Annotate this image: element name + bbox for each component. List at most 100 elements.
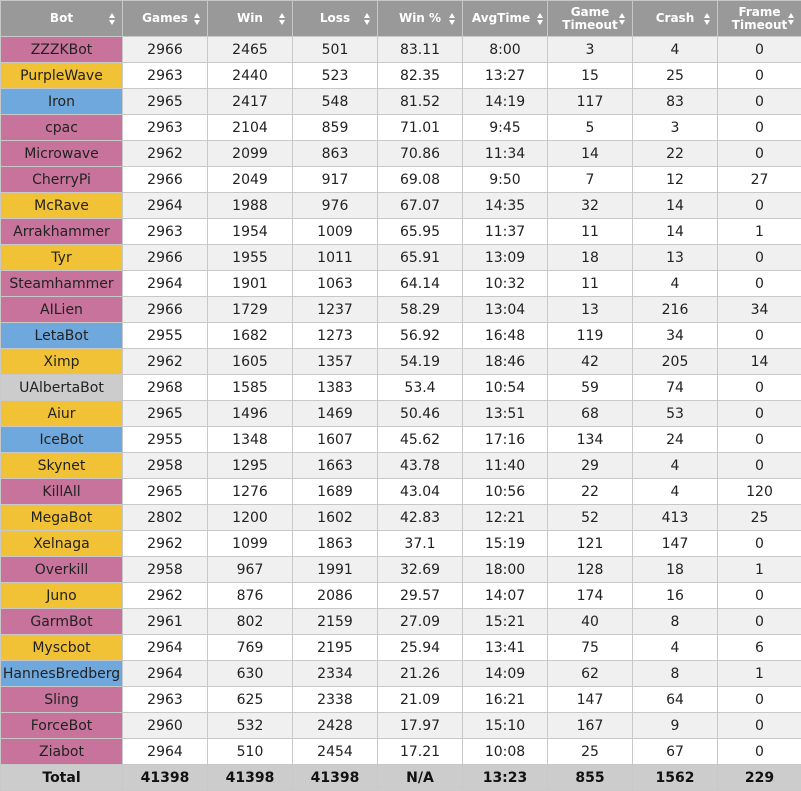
crash-cell: 3 bbox=[633, 115, 718, 141]
frame-timeout-cell: 0 bbox=[718, 453, 801, 479]
col-header-avg-time[interactable]: AvgTime bbox=[463, 1, 548, 37]
frame-timeout-cell: 0 bbox=[718, 271, 801, 297]
win-cell: 1605 bbox=[208, 349, 293, 375]
sort-icon bbox=[704, 13, 711, 25]
total-loss: 41398 bbox=[293, 765, 378, 791]
col-header-frame-timeout[interactable]: Frame Timeout bbox=[718, 1, 801, 37]
win-cell: 1954 bbox=[208, 219, 293, 245]
crash-cell: 413 bbox=[633, 505, 718, 531]
frame-timeout-cell: 0 bbox=[718, 375, 801, 401]
avg-time-cell: 14:35 bbox=[463, 193, 548, 219]
win-pct-cell: 82.35 bbox=[378, 63, 463, 89]
win-pct-cell: 71.01 bbox=[378, 115, 463, 141]
games-cell: 2968 bbox=[123, 375, 208, 401]
frame-timeout-cell: 120 bbox=[718, 479, 801, 505]
game-timeout-cell: 25 bbox=[548, 739, 633, 765]
bot-cell: McRave bbox=[1, 193, 123, 219]
bot-cell: HannesBredberg bbox=[1, 661, 123, 687]
win-cell: 625 bbox=[208, 687, 293, 713]
games-cell: 2965 bbox=[123, 401, 208, 427]
avg-time-cell: 15:21 bbox=[463, 609, 548, 635]
win-pct-cell: 43.04 bbox=[378, 479, 463, 505]
crash-cell: 4 bbox=[633, 453, 718, 479]
win-pct-cell: 56.92 bbox=[378, 323, 463, 349]
col-header-label: Game Timeout bbox=[562, 6, 617, 32]
game-timeout-cell: 119 bbox=[548, 323, 633, 349]
loss-cell: 1663 bbox=[293, 453, 378, 479]
col-header-win[interactable]: Win bbox=[208, 1, 293, 37]
loss-cell: 859 bbox=[293, 115, 378, 141]
win-pct-cell: 25.94 bbox=[378, 635, 463, 661]
frame-timeout-cell: 0 bbox=[718, 609, 801, 635]
bot-cell: ZZZKBot bbox=[1, 37, 123, 63]
col-header-label: Win bbox=[237, 12, 263, 25]
bot-cell: ForceBot bbox=[1, 713, 123, 739]
col-header-loss[interactable]: Loss bbox=[293, 1, 378, 37]
avg-time-cell: 13:51 bbox=[463, 401, 548, 427]
frame-timeout-cell: 1 bbox=[718, 557, 801, 583]
avg-time-cell: 14:19 bbox=[463, 89, 548, 115]
games-cell: 2955 bbox=[123, 427, 208, 453]
win-pct-cell: 58.29 bbox=[378, 297, 463, 323]
win-cell: 1295 bbox=[208, 453, 293, 479]
games-cell: 2965 bbox=[123, 479, 208, 505]
total-row: Total 41398 41398 41398 N/A 13:23 855 15… bbox=[1, 765, 801, 791]
loss-cell: 1011 bbox=[293, 245, 378, 271]
frame-timeout-cell: 1 bbox=[718, 219, 801, 245]
avg-time-cell: 11:40 bbox=[463, 453, 548, 479]
sort-icon bbox=[788, 13, 795, 25]
crash-cell: 18 bbox=[633, 557, 718, 583]
win-cell: 2049 bbox=[208, 167, 293, 193]
win-cell: 1682 bbox=[208, 323, 293, 349]
games-cell: 2964 bbox=[123, 271, 208, 297]
win-cell: 510 bbox=[208, 739, 293, 765]
col-header-crash[interactable]: Crash bbox=[633, 1, 718, 37]
avg-time-cell: 15:19 bbox=[463, 531, 548, 557]
crash-cell: 34 bbox=[633, 323, 718, 349]
crash-cell: 22 bbox=[633, 141, 718, 167]
avg-time-cell: 8:00 bbox=[463, 37, 548, 63]
frame-timeout-cell: 25 bbox=[718, 505, 801, 531]
bot-cell: Aiur bbox=[1, 401, 123, 427]
game-timeout-cell: 62 bbox=[548, 661, 633, 687]
game-timeout-cell: 5 bbox=[548, 115, 633, 141]
games-cell: 2963 bbox=[123, 115, 208, 141]
win-cell: 1729 bbox=[208, 297, 293, 323]
frame-timeout-cell: 0 bbox=[718, 245, 801, 271]
win-pct-cell: 65.95 bbox=[378, 219, 463, 245]
bot-cell: Xelnaga bbox=[1, 531, 123, 557]
crash-cell: 8 bbox=[633, 661, 718, 687]
total-game-timeout: 855 bbox=[548, 765, 633, 791]
col-header-win-pct[interactable]: Win % bbox=[378, 1, 463, 37]
col-header-label: Crash bbox=[656, 12, 695, 25]
frame-timeout-cell: 0 bbox=[718, 427, 801, 453]
bot-cell: GarmBot bbox=[1, 609, 123, 635]
col-header-game-timeout[interactable]: Game Timeout bbox=[548, 1, 633, 37]
col-header-bot[interactable]: Bot bbox=[1, 1, 123, 37]
game-timeout-cell: 11 bbox=[548, 271, 633, 297]
col-header-games[interactable]: Games bbox=[123, 1, 208, 37]
win-cell: 2417 bbox=[208, 89, 293, 115]
games-cell: 2963 bbox=[123, 219, 208, 245]
loss-cell: 1689 bbox=[293, 479, 378, 505]
game-timeout-cell: 18 bbox=[548, 245, 633, 271]
frame-timeout-cell: 0 bbox=[718, 583, 801, 609]
games-cell: 2966 bbox=[123, 245, 208, 271]
avg-time-cell: 9:50 bbox=[463, 167, 548, 193]
win-pct-cell: 42.83 bbox=[378, 505, 463, 531]
win-pct-cell: 37.1 bbox=[378, 531, 463, 557]
bot-cell: Ziabot bbox=[1, 739, 123, 765]
avg-time-cell: 10:32 bbox=[463, 271, 548, 297]
loss-cell: 2454 bbox=[293, 739, 378, 765]
total-frame-timeout: 229 bbox=[718, 765, 801, 791]
